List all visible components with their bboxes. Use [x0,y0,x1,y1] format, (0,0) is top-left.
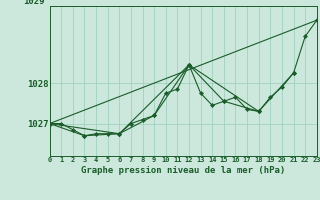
Text: 1029: 1029 [23,0,44,6]
X-axis label: Graphe pression niveau de la mer (hPa): Graphe pression niveau de la mer (hPa) [81,166,285,175]
